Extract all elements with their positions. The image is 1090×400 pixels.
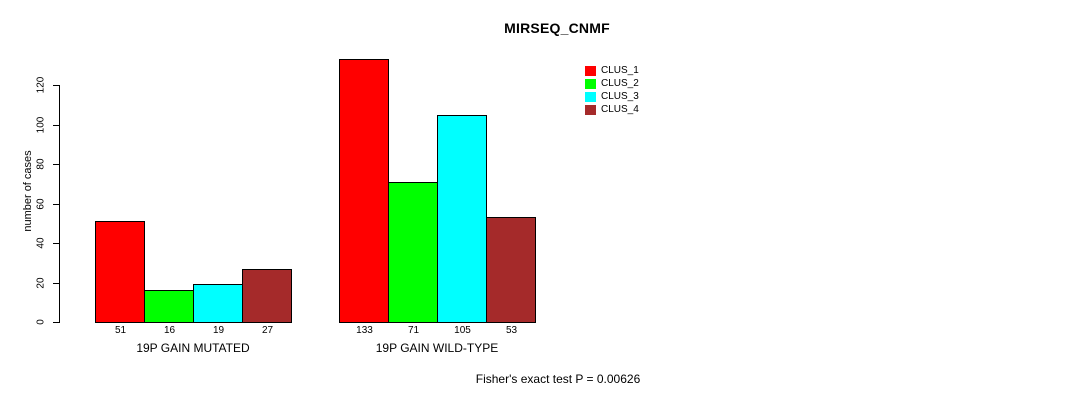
y-tick-label: 80 (35, 158, 47, 170)
group-label: 19P GAIN WILD-TYPE (375, 341, 499, 355)
y-tick (53, 124, 59, 126)
y-tick (53, 243, 59, 244)
bar-value-label: 27 (261, 325, 274, 336)
y-tick-label: 60 (35, 197, 47, 210)
y-tick (53, 85, 59, 86)
y-tick (53, 322, 59, 323)
legend-swatch-clus_2 (585, 78, 596, 89)
y-tick-label: 100 (35, 116, 47, 133)
legend-swatch-clus_3 (585, 91, 596, 102)
legend-item: CLUS_3 (585, 90, 639, 103)
legend-swatch-clus_1 (585, 65, 596, 76)
bar-clus_1-group1 (95, 221, 145, 323)
group-label: 19P GAIN MUTATED (136, 341, 250, 355)
bar-clus_4-group2 (486, 217, 536, 323)
bar-value-label: 51 (114, 325, 127, 336)
bar-clus_2-group1 (144, 290, 194, 323)
legend-item: CLUS_2 (585, 77, 639, 90)
legend-label: CLUS_1 (601, 65, 639, 76)
footer-caption: Fisher's exact test P = 0.00626 (475, 372, 641, 386)
y-tick (53, 203, 59, 205)
chart-title: MIRSEQ_CNMF (504, 20, 610, 36)
legend-item: CLUS_1 (585, 64, 639, 77)
bar-value-label: 133 (356, 325, 373, 336)
y-tick-label: 120 (35, 76, 47, 94)
bar-value-label: 16 (163, 325, 176, 336)
y-axis-line (59, 85, 60, 323)
bar-clus_4-group1 (242, 269, 292, 323)
legend-label: CLUS_2 (601, 78, 639, 89)
y-tick (53, 164, 59, 165)
legend-label: CLUS_3 (601, 91, 639, 102)
y-axis-label: number of cases (22, 150, 34, 232)
bar-value-label: 19 (212, 325, 225, 336)
y-tick (53, 282, 59, 284)
legend: CLUS_1 CLUS_2 CLUS_3 CLUS_4 (585, 64, 639, 116)
legend-swatch-clus_4 (585, 104, 596, 115)
legend-item: CLUS_4 (585, 103, 639, 116)
bar-clus_1-group2 (339, 59, 389, 323)
y-tick-label: 0 (35, 319, 47, 325)
bar-value-label: 105 (454, 325, 471, 336)
legend-label: CLUS_4 (601, 104, 639, 115)
bar-value-label: 71 (407, 325, 420, 336)
bar-clus_2-group2 (388, 182, 438, 323)
bar-value-label: 53 (505, 325, 518, 336)
y-tick-label: 40 (35, 237, 47, 249)
bar-clus_3-group2 (437, 115, 487, 323)
bar-clus_3-group1 (193, 284, 243, 323)
y-tick-label: 20 (35, 276, 47, 289)
